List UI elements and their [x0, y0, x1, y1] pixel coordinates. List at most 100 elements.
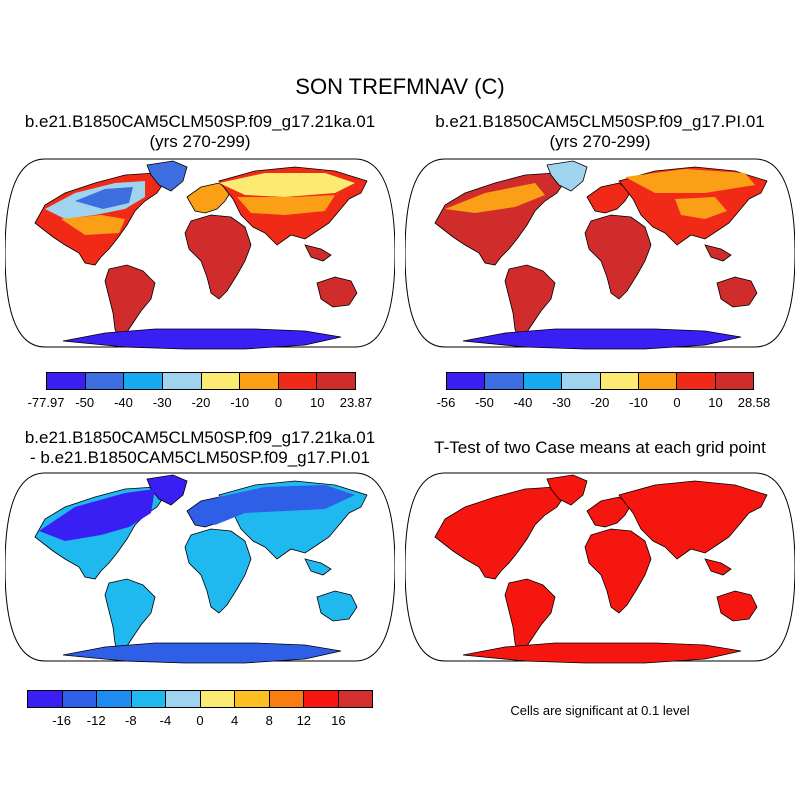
- panel3-title-line2: - b.e21.B1850CAM5CLM50SP.f09_g17.PI.01: [30, 448, 370, 467]
- colorbar-label: 10: [310, 395, 325, 410]
- colorbar-label: -12: [86, 713, 106, 728]
- colorbar-cell: [600, 373, 639, 389]
- colorbar-cell: [97, 691, 132, 707]
- colorbar-cell: [47, 373, 86, 389]
- colorbar-label: 0: [196, 713, 204, 728]
- landmass-antarctica: [462, 642, 742, 664]
- colorbar-21ka-labels: -77.97 -50 -40 -30 -20 -10 0 10 23.87: [28, 395, 373, 413]
- colorbar-cell: [200, 691, 235, 707]
- landmass-australia: [716, 590, 758, 622]
- colorbar-cell: [278, 373, 318, 389]
- landmass-africa: [184, 528, 252, 614]
- landmass-europe: [586, 496, 632, 528]
- landmass-seAsia: [304, 244, 332, 262]
- panel3-title-line1: b.e21.B1850CAM5CLM50SP.f09_g17.21ka.01: [24, 428, 376, 447]
- colorbar-21ka: [46, 372, 356, 390]
- colorbar-cell: [85, 373, 125, 389]
- map-difference: [5, 472, 395, 664]
- landmass-africa: [184, 214, 252, 300]
- colorbar-label: -10: [629, 395, 648, 410]
- siberia-shading: [625, 169, 755, 193]
- colorbar-label: -10: [230, 395, 250, 410]
- colorbar-label: 23.87: [339, 395, 373, 410]
- landmass-seAsia: [304, 558, 332, 576]
- north-america-shading: [445, 183, 545, 213]
- colorbar-label: 16: [331, 713, 346, 728]
- map-ttest: [405, 472, 795, 664]
- colorbar-label: 12: [296, 713, 312, 728]
- colorbar-label: 8: [265, 713, 273, 728]
- colorbar-cell: [523, 373, 563, 389]
- colorbar-pi: [446, 372, 754, 390]
- landmass-southAmerica: [104, 578, 156, 656]
- colorbar-cell: [562, 373, 601, 389]
- landmass-antarctica: [62, 328, 342, 350]
- panel1-title-line1: b.e21.B1850CAM5CLM50SP.f09_g17.21ka.01: [24, 112, 376, 131]
- landmass-greenland: [546, 160, 588, 192]
- colorbar-cell: [269, 691, 304, 707]
- colorbar-label: 0: [673, 395, 681, 410]
- colorbar-label: -20: [590, 395, 610, 410]
- colorbar-label: 28.58: [737, 395, 771, 410]
- colorbar-cell: [166, 691, 201, 707]
- colorbar-label: -40: [114, 395, 133, 410]
- colorbar-label: -20: [191, 395, 211, 410]
- colorbar-cell: [677, 373, 716, 389]
- colorbar-cell: [235, 691, 270, 707]
- colorbar-label: 10: [708, 395, 723, 410]
- colorbar-cell: [28, 691, 63, 707]
- panel2-title-line1: b.e21.B1850CAM5CLM50SP.f09_g17.PI.01: [435, 112, 765, 131]
- colorbar-label: -77.97: [27, 395, 65, 410]
- colorbar-cell: [240, 373, 279, 389]
- panel2-title: b.e21.B1850CAM5CLM50SP.f09_g17.PI.01 (yr…: [400, 112, 800, 152]
- landmass-australia: [716, 276, 758, 308]
- colorbar-cell: [304, 691, 339, 707]
- landmass-southAmerica: [504, 578, 556, 656]
- colorbar-difference: [27, 690, 373, 708]
- colorbar-label: -50: [75, 395, 95, 410]
- panel4-title: T-Test of two Case means at each grid po…: [400, 438, 800, 458]
- figure-title: SON TREFMNAV (C): [295, 74, 505, 99]
- colorbar-label: -30: [152, 395, 172, 410]
- colorbar-label: -40: [513, 395, 533, 410]
- colorbar-cell: [162, 373, 202, 389]
- landmass-antarctica: [62, 642, 342, 664]
- colorbar-cell: [638, 373, 678, 389]
- landmass-seAsia: [704, 558, 732, 576]
- colorbar-cell: [131, 691, 166, 707]
- colorbar-label: 4: [230, 713, 239, 728]
- colorbar-cell: [317, 373, 355, 389]
- map-21ka: [5, 158, 395, 350]
- colorbar-difference-labels: -16 -12 -8 -4 0 4 8 12 16: [27, 713, 373, 731]
- landmass-europe: [586, 182, 632, 214]
- landmass-africa: [584, 528, 652, 614]
- colorbar-label: -4: [159, 713, 172, 728]
- colorbar-cell: [201, 373, 241, 389]
- cold-core-shading: [75, 187, 133, 209]
- ice-sheet-shading: [39, 489, 155, 541]
- colorbar-label: -50: [475, 395, 494, 410]
- landmass-australia: [316, 590, 358, 622]
- central-asia-shading: [237, 195, 335, 215]
- colorbar-cell: [715, 373, 753, 389]
- landmass-southAmerica: [504, 264, 556, 342]
- colorbar-pi-labels: -56 -50 -40 -30 -20 -10 0 10 28.58: [437, 395, 771, 413]
- colorbar-cell: [338, 691, 372, 707]
- landmass-greenland: [146, 160, 188, 192]
- colorbar-cell: [485, 373, 524, 389]
- siberia-shading: [219, 173, 355, 197]
- colorbar-label: -8: [125, 713, 137, 728]
- panel3-title: b.e21.B1850CAM5CLM50SP.f09_g17.21ka.01 -…: [0, 428, 400, 468]
- landmass-southAmerica: [104, 264, 156, 342]
- landmass-seAsia: [704, 244, 732, 262]
- colorbar-label: 0: [274, 395, 283, 410]
- colorbar-label: -30: [552, 395, 571, 410]
- colorbar-label: -56: [436, 395, 456, 410]
- north-eurasia-shading: [189, 485, 355, 525]
- colorbar-cell: [124, 373, 163, 389]
- landmass-africa: [584, 214, 652, 300]
- panel2-title-line2: (yrs 270-299): [549, 132, 651, 151]
- landmass-northAmerica: [434, 486, 566, 580]
- panel4-title-line1: T-Test of two Case means at each grid po…: [434, 438, 766, 457]
- tibet-shading: [675, 197, 727, 219]
